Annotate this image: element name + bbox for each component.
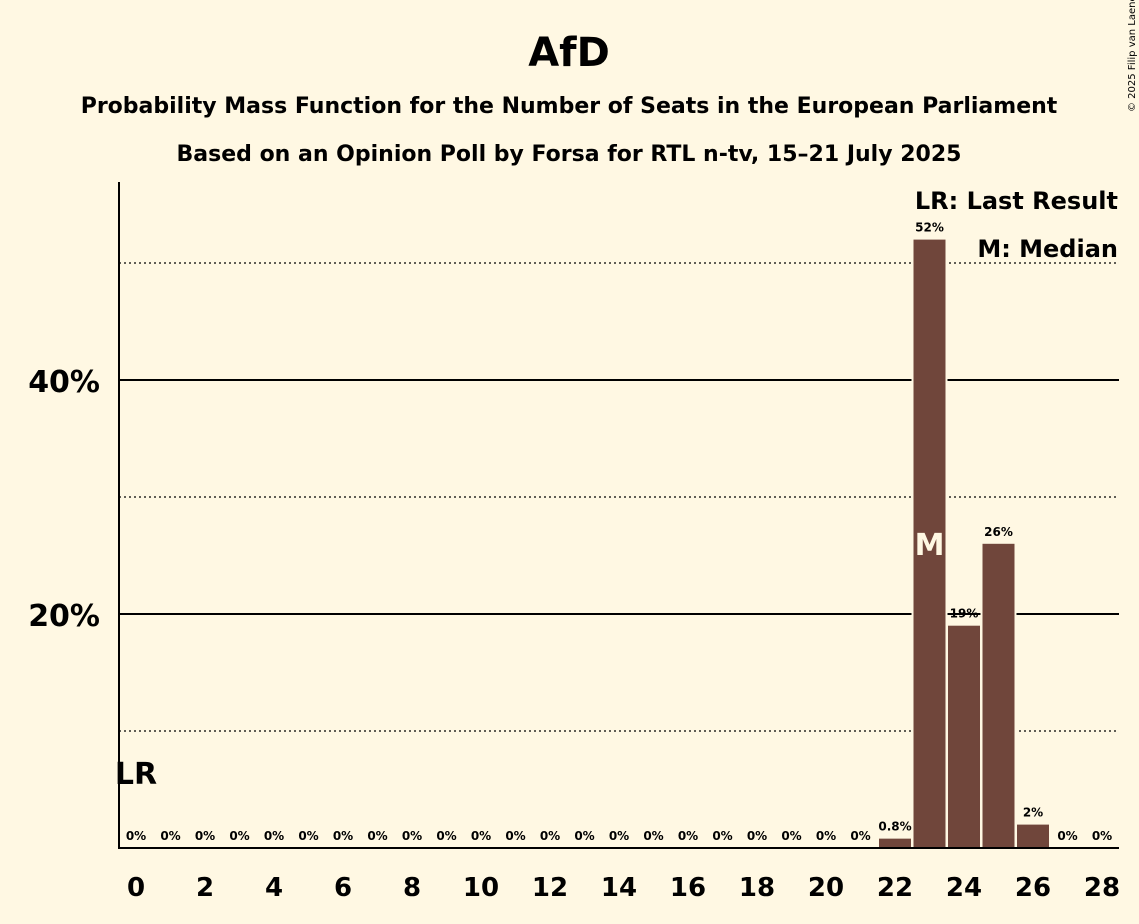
- chart-subtitle-1: Probability Mass Function for the Number…: [81, 94, 1058, 119]
- value-label-seats-17: 0%: [712, 829, 732, 843]
- median-marker: M: [915, 528, 945, 563]
- x-tick-label: 12: [532, 873, 568, 903]
- value-label-seats-4: 0%: [264, 829, 284, 843]
- x-tick-label: 8: [403, 873, 421, 903]
- x-tick-label: 0: [127, 873, 145, 903]
- bar-seats-25: [982, 543, 1015, 848]
- value-label-seats-12: 0%: [540, 829, 560, 843]
- value-label-seats-16: 0%: [678, 829, 698, 843]
- x-tick-label: 22: [877, 873, 913, 903]
- x-tick-label: 10: [463, 873, 499, 903]
- value-label-seats-19: 0%: [781, 829, 801, 843]
- value-label-seats-14: 0%: [609, 829, 629, 843]
- legend-last-result: LR: Last Result: [915, 187, 1118, 215]
- x-tick-label: 6: [334, 873, 352, 903]
- legend-median: M: Median: [977, 235, 1118, 263]
- x-tick-label: 18: [739, 873, 775, 903]
- value-label-seats-23: 52%: [915, 221, 944, 235]
- value-label-seats-0: 0%: [126, 829, 146, 843]
- x-axis-ticks: 0 2 4 6 8 10 12 14 16 18 20 22 24 26 28: [127, 873, 1120, 903]
- value-labels: 0% 0% 0% 0% 0% 0% 0% 0% 0% 0% 0% 0% 0% 0% 0% 0% 0% 0% 0% 0%…: [126, 221, 1112, 843]
- y-tick-label: 40%: [28, 365, 100, 400]
- value-label-seats-22: 0.8%: [878, 820, 911, 834]
- x-tick-label: 14: [601, 873, 637, 903]
- x-tick-label: 4: [265, 873, 283, 903]
- value-label-seats-21: 0%: [850, 829, 870, 843]
- bar-seats-23: [913, 239, 946, 849]
- value-label-seats-1: 0%: [160, 829, 180, 843]
- value-label-seats-15: 0%: [643, 829, 663, 843]
- last-result-marker: LR: [115, 757, 157, 792]
- value-label-seats-11: 0%: [505, 829, 525, 843]
- bar-seats-26: [1017, 824, 1049, 848]
- value-label-seats-3: 0%: [229, 829, 249, 843]
- copyright-notice: © 2025 Filip van Laenen: [1127, 0, 1138, 112]
- chart-subtitle-2: Based on an Opinion Poll by Forsa for RT…: [177, 142, 962, 167]
- value-label-seats-8: 0%: [402, 829, 422, 843]
- x-tick-label: 20: [808, 873, 844, 903]
- value-label-seats-27: 0%: [1057, 829, 1077, 843]
- value-label-seats-24: 19%: [950, 607, 979, 621]
- bar-seats-22: [879, 838, 911, 848]
- value-label-seats-18: 0%: [747, 829, 767, 843]
- value-label-seats-6: 0%: [333, 829, 353, 843]
- value-label-seats-28: 0%: [1092, 829, 1112, 843]
- x-tick-label: 28: [1084, 873, 1120, 903]
- value-label-seats-2: 0%: [195, 829, 215, 843]
- value-label-seats-10: 0%: [471, 829, 491, 843]
- gridlines: [119, 262, 1119, 732]
- value-label-seats-25: 26%: [984, 525, 1013, 539]
- value-label-seats-13: 0%: [574, 829, 594, 843]
- value-label-seats-20: 0%: [816, 829, 836, 843]
- y-axis-ticks: 20% 40%: [28, 365, 100, 634]
- y-tick-label: 20%: [28, 599, 100, 634]
- x-tick-label: 16: [670, 873, 706, 903]
- value-label-seats-9: 0%: [436, 829, 456, 843]
- x-tick-label: 26: [1015, 873, 1051, 903]
- bars: [877, 237, 1051, 849]
- x-tick-label: 24: [946, 873, 982, 903]
- bar-seats-24: [948, 625, 980, 848]
- value-label-seats-7: 0%: [367, 829, 387, 843]
- x-tick-label: 2: [196, 873, 214, 903]
- value-label-seats-26: 2%: [1023, 806, 1043, 820]
- value-label-seats-5: 0%: [298, 829, 318, 843]
- chart-title: AfD: [528, 30, 610, 76]
